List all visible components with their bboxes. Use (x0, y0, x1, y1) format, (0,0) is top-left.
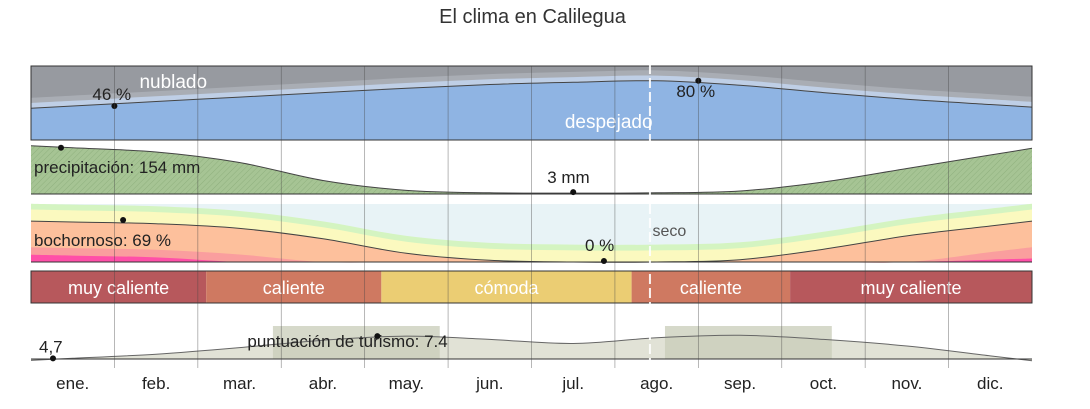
month-label-10: oct. (810, 374, 837, 393)
humidity-label-dry: seco (652, 223, 686, 240)
month-label-8: ago. (640, 374, 673, 393)
humidity-annotation-0: bochornoso: 69 % (34, 231, 171, 250)
month-label-12: dic. (977, 374, 1003, 393)
temperature-label-0: muy caliente (68, 278, 169, 298)
temperature-segment-4 (790, 271, 1032, 303)
humidity-point-0 (120, 216, 127, 223)
month-label-5: may. (389, 374, 425, 393)
month-label-6: jun. (475, 374, 503, 393)
clouds-label-top: nublado (139, 72, 207, 93)
temperature-label-2: cómoda (474, 278, 539, 298)
temperature-label-1: caliente (263, 278, 325, 298)
temperature-segment-0 (31, 271, 207, 303)
chart-title: El clima en Calilegua (439, 6, 626, 28)
month-label-4: abr. (309, 374, 337, 393)
tourism-annotation-1: puntuación de turismo: 7.4 (247, 332, 447, 351)
precipitation-point-0 (58, 144, 64, 151)
precipitation-annotation-1: 3 mm (547, 168, 590, 187)
temperature-category-panel: muy caliente caliente cómoda caliente muy ca… (30, 270, 1033, 304)
clouds-annotation-0: 46 % (92, 85, 131, 104)
month-label-3: mar. (223, 374, 256, 393)
clouds-annotation-1: 80 % (676, 82, 715, 101)
month-label-1: ene. (56, 374, 89, 393)
humidity-annotation-1: 0 % (585, 236, 614, 255)
temperature-label-3: caliente (680, 278, 742, 298)
month-gridlines (114, 64, 949, 368)
month-label-11: nov. (891, 374, 922, 393)
month-axis: ene. feb. mar. abr. may. jun. jul. ago. sep. oct.… (56, 374, 1003, 393)
tourism-annotation-0: 4,7 (39, 337, 63, 356)
clouds-label-bottom: despejado (565, 112, 653, 133)
temperature-label-4: muy caliente (861, 278, 962, 298)
month-label-7: jul. (561, 374, 584, 393)
precipitation-point-1 (570, 189, 577, 196)
month-label-2: feb. (142, 374, 170, 393)
month-label-9: sep. (724, 374, 756, 393)
precipitation-annotation-0: precipitación: 154 mm (34, 158, 200, 177)
humidity-point-1 (600, 258, 607, 264)
temperature-segment-3 (631, 271, 791, 303)
temperature-segment-1 (206, 271, 382, 303)
tourism-point-1 (374, 333, 381, 340)
tourism-band-1 (664, 326, 832, 359)
temperature-segment-2 (381, 271, 632, 303)
tourism-point-0 (50, 355, 56, 362)
